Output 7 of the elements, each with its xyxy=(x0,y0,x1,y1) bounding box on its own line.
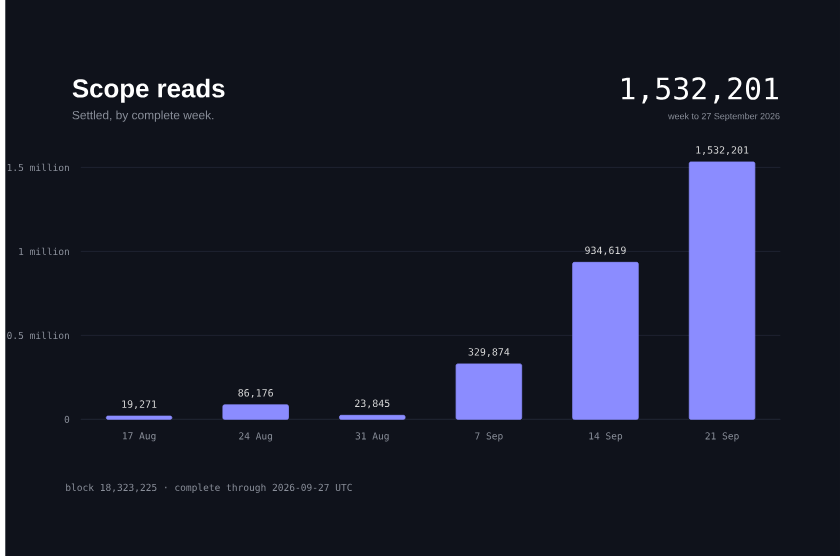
text: 1,532,201 xyxy=(622,77,778,104)
bar xyxy=(339,414,406,420)
bar xyxy=(222,404,289,420)
bar xyxy=(688,161,756,420)
bar xyxy=(572,261,639,420)
chart-title: Scope reads xyxy=(72,78,225,103)
bar xyxy=(455,363,523,420)
